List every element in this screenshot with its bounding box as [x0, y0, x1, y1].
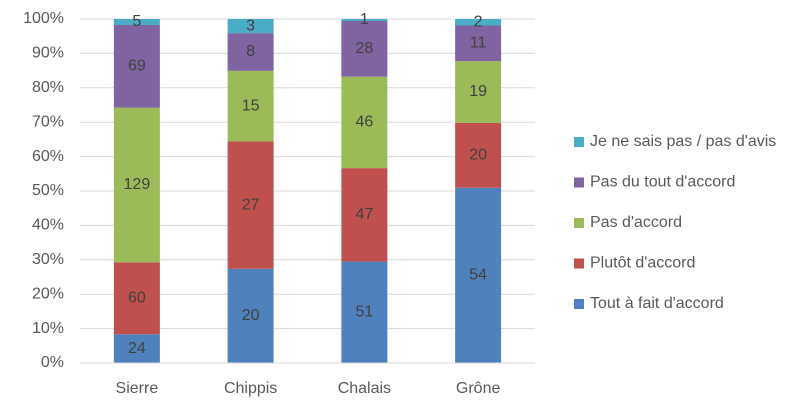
y-tick-label: 40% [32, 217, 64, 234]
bar-segment [227, 268, 274, 363]
bar-segment [455, 187, 502, 363]
data-label: 15 [242, 97, 260, 114]
bar-segment [227, 141, 274, 269]
data-label: 60 [128, 289, 146, 306]
legend-label: Tout à fait d'accord [590, 295, 724, 312]
legend-swatch [574, 177, 584, 188]
y-tick-label: 30% [32, 251, 64, 268]
bar-segment [113, 107, 160, 263]
data-label: 1 [360, 11, 369, 28]
y-tick-label: 80% [32, 79, 64, 96]
bar-segment [341, 168, 388, 262]
legend-label: Plutôt d'accord [590, 255, 695, 272]
legend-label: Pas du tout d'accord [590, 174, 735, 191]
y-tick-label: 10% [32, 320, 64, 337]
y-tick-label: 100% [23, 10, 64, 27]
legend-label: Je ne sais pas / pas d'avis [590, 133, 776, 150]
y-tick-label: 50% [32, 182, 64, 199]
legend-swatch [574, 258, 584, 269]
data-label: 24 [128, 340, 146, 357]
data-label: 69 [128, 58, 146, 75]
y-tick-label: 70% [32, 113, 64, 130]
y-tick-label: 90% [32, 45, 64, 62]
bar-segment [227, 70, 274, 142]
data-label: 8 [246, 43, 255, 60]
legend-swatch [574, 218, 584, 228]
data-label: 129 [124, 176, 151, 193]
bar-segment [341, 19, 388, 21]
data-label: 51 [355, 304, 373, 321]
x-tick-label: Chippis [224, 380, 277, 397]
data-label: 54 [469, 267, 487, 284]
bar-segment [113, 19, 160, 25]
legend-swatch [574, 137, 584, 147]
bar-segment [341, 20, 388, 77]
data-label: 47 [355, 206, 373, 223]
y-tick-label: 60% [32, 148, 64, 165]
data-label: 20 [469, 147, 487, 164]
x-tick-label: Grône [456, 380, 501, 397]
x-tick-label: Sierre [116, 380, 159, 397]
bar-segment [341, 261, 388, 363]
bar-segment [227, 19, 274, 34]
bar-segment [341, 76, 388, 169]
data-label: 28 [355, 40, 373, 57]
y-tick-label: 20% [32, 285, 64, 302]
bar-segment [455, 122, 502, 188]
legend-label: Pas d'accord [590, 214, 682, 231]
bar-segment [455, 25, 502, 62]
data-label: 46 [355, 114, 373, 131]
y-tick-label: 0% [41, 354, 64, 371]
data-label: 2 [474, 13, 483, 30]
bar-segment [227, 33, 274, 71]
bar-segment [455, 61, 502, 123]
data-label: 3 [246, 17, 255, 34]
data-label: 20 [242, 307, 260, 324]
data-label: 27 [242, 196, 260, 213]
bar-segment [113, 262, 160, 335]
data-label: 19 [469, 83, 487, 100]
data-label: 11 [470, 35, 487, 52]
legend-swatch [574, 299, 584, 309]
x-tick-label: Chalais [338, 380, 391, 397]
bar-segment [113, 334, 160, 363]
bar-segment [455, 19, 502, 26]
bar-segment [113, 24, 160, 108]
data-label: 5 [132, 13, 141, 30]
